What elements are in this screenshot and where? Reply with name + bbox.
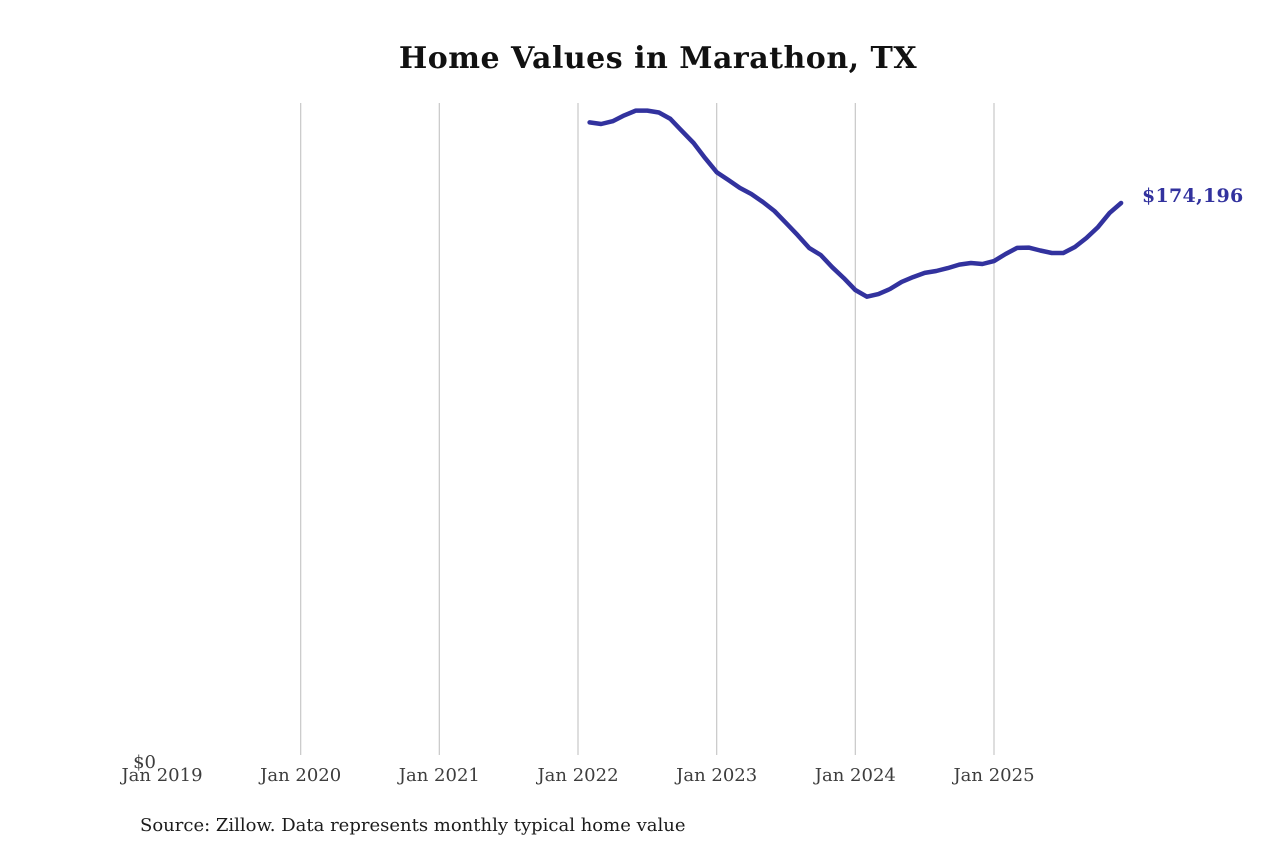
x-tick-label: Jan 2023	[674, 765, 757, 786]
y-axis-zero-label: $0	[133, 752, 156, 773]
year-gridlines	[300, 103, 995, 755]
x-tick-label: Jan 2019	[119, 765, 202, 786]
x-tick-label: Jan 2025	[951, 765, 1034, 786]
source-note: Source: Zillow. Data represents monthly …	[140, 815, 686, 836]
latest-value-label: $174,196	[1142, 185, 1244, 207]
x-tick-label: Jan 2020	[258, 765, 341, 786]
x-axis-tick-labels: Jan 2019 Jan 2020 Jan 2021 Jan 2022 Jan 2023…	[119, 765, 1034, 786]
home-value-trend-line	[587, 108, 1124, 299]
x-tick-label: Jan 2024	[813, 765, 896, 786]
x-tick-label: Jan 2021	[397, 765, 480, 786]
x-tick-label: Jan 2022	[535, 765, 618, 786]
chart-title: Home Values in Marathon, TX	[0, 40, 1280, 78]
chart-title-text: Home Values in Marathon, TX	[398, 41, 918, 76]
